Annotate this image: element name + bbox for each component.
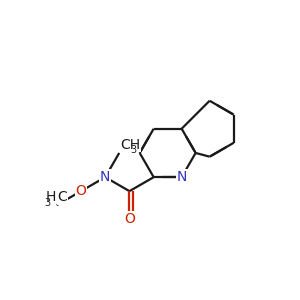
Text: N: N xyxy=(176,170,187,184)
Text: CH: CH xyxy=(121,138,141,152)
Text: 3: 3 xyxy=(44,198,50,208)
Text: C: C xyxy=(58,190,68,204)
Text: 3: 3 xyxy=(130,145,136,155)
Text: O: O xyxy=(124,212,135,226)
Text: H: H xyxy=(46,190,56,204)
Text: N: N xyxy=(100,170,110,184)
Text: O: O xyxy=(76,184,86,198)
